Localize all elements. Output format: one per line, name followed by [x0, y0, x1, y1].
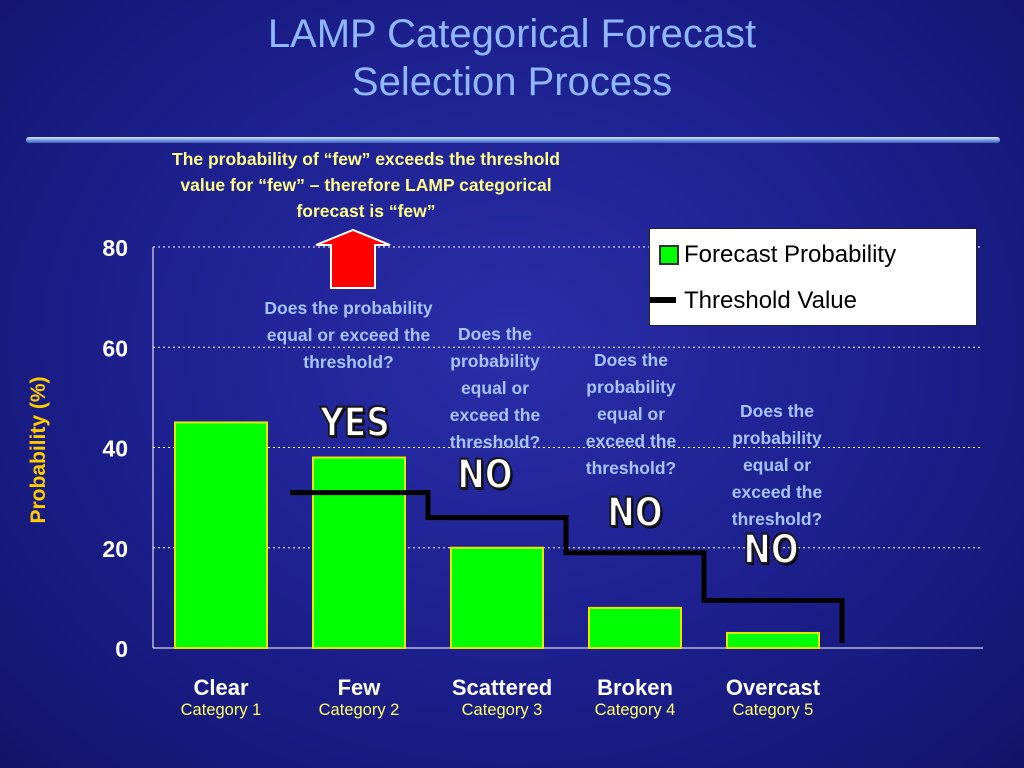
category-sublabel: Category 3	[461, 701, 543, 719]
question-label-overcast: Does the probability equal or exceed the…	[731, 401, 823, 529]
legend-swatch-probability	[659, 245, 679, 265]
category-sublabel: Category 5	[732, 701, 814, 719]
y-tick-label-40: 40	[102, 436, 128, 462]
category-name: Broken	[597, 675, 673, 700]
category-sublabel: Category 1	[180, 701, 262, 719]
answer-no-broken: NO	[607, 489, 664, 537]
bar-overcast	[726, 631, 820, 650]
category-name: Clear	[193, 675, 249, 700]
category-label-broken: Broken Category 4	[565, 675, 705, 719]
question-label-few: Does the probability equal or exceed the…	[264, 298, 433, 372]
category-label-overcast: Overcast Category 5	[703, 675, 843, 719]
legend-label-probability: Forecast Probability	[684, 241, 897, 268]
y-tick-label-60: 60	[102, 335, 128, 361]
up-arrow-icon	[315, 228, 391, 289]
answer-yes-few: YES	[319, 399, 390, 447]
title-divider	[26, 137, 1000, 143]
slide-title: LAMP Categorical Forecast Selection Proc…	[0, 10, 1024, 106]
question-label-scattered: Does the probability equal or exceed the…	[449, 324, 541, 452]
title-line-1: LAMP Categorical Forecast	[267, 12, 757, 56]
bar-clear	[174, 421, 268, 649]
chart-legend: Forecast Probability Threshold Value	[649, 228, 977, 326]
category-name: Scattered	[451, 675, 553, 700]
y-tick-label-80: 80	[102, 235, 128, 261]
category-sublabel: Category 4	[594, 701, 676, 719]
category-label-few: Few Category 2	[289, 675, 429, 719]
answer-no-scattered: NO	[457, 451, 514, 499]
answer-no-overcast: NO	[743, 526, 800, 574]
callout-text: The probability of “few” exceeds the thr…	[172, 149, 560, 221]
question-label-broken: Does the probability equal or exceed the…	[585, 350, 677, 478]
bar-broken	[588, 606, 682, 650]
category-name: Overcast	[725, 675, 821, 700]
category-label-scattered: Scattered Category 3	[432, 675, 572, 719]
legend-label-threshold: Threshold Value	[684, 287, 857, 314]
y-tick-label-20: 20	[102, 536, 128, 562]
category-name: Few	[337, 675, 381, 700]
category-label-clear: Clear Category 1	[151, 675, 291, 719]
y-tick-label-0: 0	[115, 636, 128, 662]
title-line-2: Selection Process	[351, 60, 673, 104]
category-sublabel: Category 2	[318, 701, 400, 719]
legend-swatch-threshold	[650, 297, 676, 303]
bar-few	[312, 456, 406, 649]
bar-scattered	[450, 546, 544, 649]
threshold-step-line	[290, 490, 845, 643]
